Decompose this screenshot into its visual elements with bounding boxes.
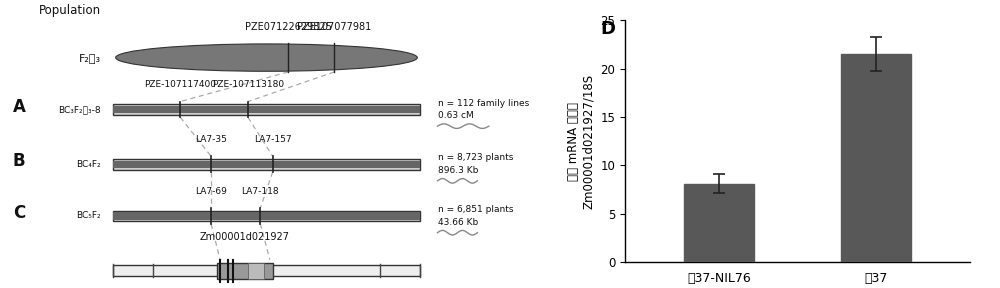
Text: BC₄F₂: BC₄F₂ (77, 160, 101, 169)
Bar (113, 159, 420, 170)
Text: F₂：₃: F₂：₃ (79, 53, 101, 62)
Text: n = 8,723 plants: n = 8,723 plants (438, 153, 513, 162)
Bar (113, 104, 420, 115)
Text: LA7-118: LA7-118 (242, 187, 279, 196)
Text: PZE107077981: PZE107077981 (297, 22, 371, 32)
Text: D: D (600, 20, 615, 38)
Text: BC₅F₂: BC₅F₂ (77, 211, 101, 221)
Text: PZE-107113180: PZE-107113180 (212, 80, 284, 89)
Bar (841, 54, 911, 262)
Text: n = 6,851 plants: n = 6,851 plants (438, 205, 513, 214)
Bar (113, 265, 420, 276)
Bar (113, 211, 420, 221)
Bar (113, 213, 420, 219)
Text: LA7-35: LA7-35 (195, 135, 227, 144)
Text: n = 112 family lines: n = 112 family lines (438, 98, 529, 108)
Bar (684, 184, 754, 262)
Text: 896.3 Kb: 896.3 Kb (438, 166, 478, 175)
Bar (113, 161, 420, 168)
Text: LA7-157: LA7-157 (254, 135, 291, 144)
Text: 0.63 cM: 0.63 cM (438, 111, 473, 120)
Bar (217, 263, 273, 279)
Bar (113, 106, 420, 113)
Text: B: B (13, 152, 25, 170)
Text: Zm00001d021927: Zm00001d021927 (200, 232, 290, 242)
Text: LA7-69: LA7-69 (195, 187, 227, 196)
Text: 43.66 Kb: 43.66 Kb (438, 218, 478, 227)
Text: Population: Population (38, 4, 101, 17)
Text: PZE07122629825: PZE07122629825 (245, 22, 331, 32)
Bar (248, 263, 264, 279)
Y-axis label: 相对 mRNA 表达量
Zm00001d021927/18S: 相对 mRNA 表达量 Zm00001d021927/18S (567, 73, 595, 209)
Text: C: C (13, 204, 25, 222)
Text: A: A (13, 98, 26, 115)
Ellipse shape (116, 44, 417, 71)
Text: BC₃F₂：₃-8: BC₃F₂：₃-8 (59, 105, 101, 114)
Text: PZE-107117400: PZE-107117400 (144, 80, 216, 89)
